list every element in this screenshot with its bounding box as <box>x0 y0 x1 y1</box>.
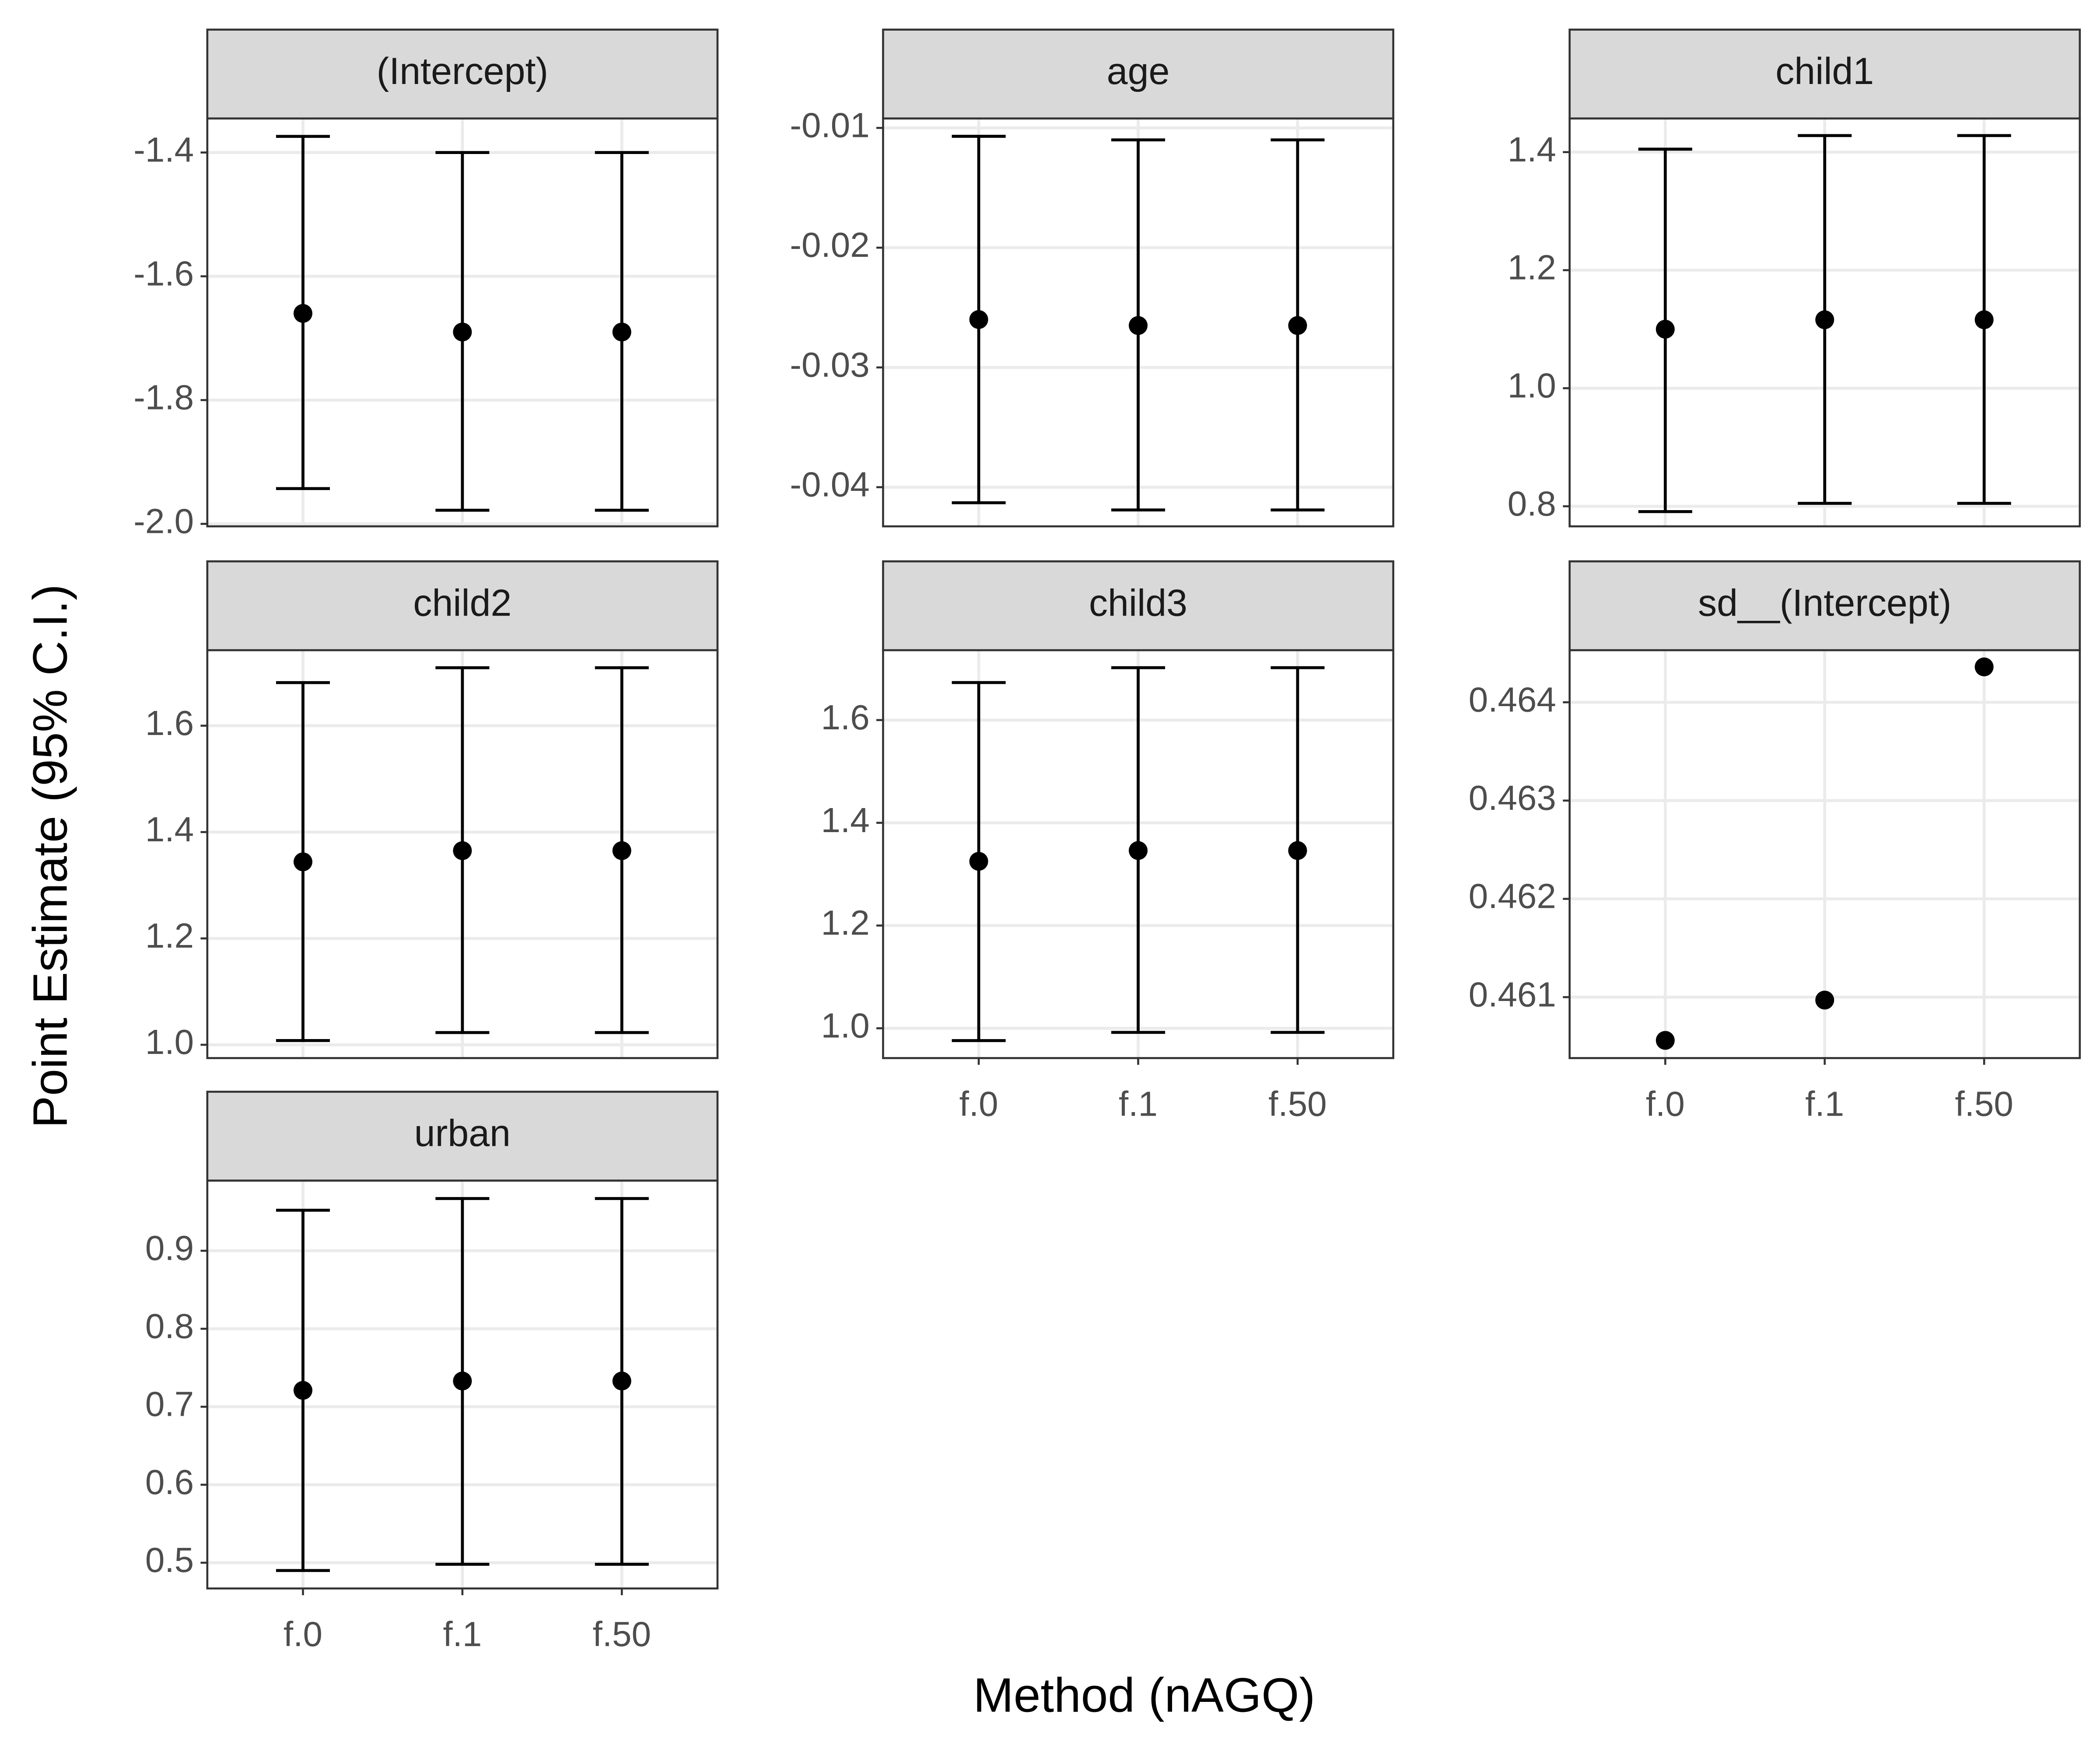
point <box>612 841 631 860</box>
y-tick-label: 1.0 <box>821 1006 869 1045</box>
y-tick-label: -0.04 <box>790 465 869 504</box>
x-tick-label: f.0 <box>284 1615 322 1654</box>
point <box>1815 310 1834 329</box>
y-tick-label: -0.02 <box>790 225 869 264</box>
y-tick-label: 1.4 <box>1508 130 1556 169</box>
point <box>612 1372 631 1391</box>
y-tick-label: 0.6 <box>145 1463 194 1502</box>
point <box>293 304 313 323</box>
x-tick-label: f.0 <box>959 1084 998 1123</box>
y-tick-label: 1.2 <box>821 903 869 942</box>
strip <box>206 28 719 120</box>
strip-title: child3 <box>1089 582 1187 624</box>
y-tick-label: 0.462 <box>1469 877 1556 916</box>
strip-title: age <box>1107 50 1170 92</box>
x-tick-label: f.1 <box>1805 1084 1844 1123</box>
y-tick-label: 1.2 <box>145 916 194 955</box>
x-tick-label: f.50 <box>1955 1084 2013 1123</box>
strip-title: child1 <box>1775 50 1874 92</box>
y-tick-label: 1.0 <box>1508 366 1556 405</box>
x-axis-title: Method (nAGQ) <box>973 1668 1316 1722</box>
y-tick-label: 1.4 <box>145 810 194 849</box>
x-tick-label: f.50 <box>593 1615 651 1654</box>
y-tick-label: 1.4 <box>821 801 869 840</box>
strip <box>1568 560 2081 651</box>
x-tick-label: f.50 <box>1268 1084 1326 1123</box>
x-tick-label: f.1 <box>443 1615 482 1654</box>
y-tick-label: 0.8 <box>145 1306 194 1345</box>
point <box>293 1381 313 1400</box>
strip <box>206 1091 719 1182</box>
point <box>1815 990 1834 1010</box>
y-tick-label: 1.6 <box>821 698 869 737</box>
y-tick-label: 0.464 <box>1469 680 1556 719</box>
x-tick-label: f.0 <box>1646 1084 1685 1123</box>
point <box>1974 657 1994 676</box>
point <box>293 852 313 872</box>
point <box>1656 1031 1675 1050</box>
y-tick-label: 0.463 <box>1469 778 1556 817</box>
point <box>969 310 988 329</box>
strip-title: child2 <box>413 582 511 624</box>
strip <box>1568 28 2081 120</box>
point <box>969 852 988 871</box>
strip-title: sd__(Intercept) <box>1698 582 1951 624</box>
y-tick-label: 0.8 <box>1508 484 1556 523</box>
x-tick-label: f.1 <box>1119 1084 1158 1123</box>
y-tick-label: -2.0 <box>133 502 194 541</box>
y-tick-label: -0.01 <box>790 106 869 145</box>
y-tick-label: 0.461 <box>1469 975 1556 1014</box>
point <box>453 322 472 342</box>
y-tick-label: 1.6 <box>145 704 194 742</box>
y-tick-label: -0.03 <box>790 345 869 384</box>
y-tick-label: 0.5 <box>145 1540 194 1579</box>
y-tick-label: -1.6 <box>133 254 194 293</box>
point <box>453 841 472 860</box>
point <box>612 322 631 342</box>
y-tick-label: 1.0 <box>145 1022 194 1061</box>
strip-title: urban <box>414 1113 511 1155</box>
point <box>1129 841 1148 860</box>
y-tick-label: 0.9 <box>145 1228 194 1267</box>
point <box>1288 841 1307 860</box>
y-tick-label: -1.4 <box>133 130 194 169</box>
strip-title: (Intercept) <box>377 50 549 92</box>
strip <box>882 560 1394 651</box>
y-tick-label: -1.8 <box>133 378 194 417</box>
y-tick-label: 1.2 <box>1508 248 1556 287</box>
point <box>1288 316 1307 335</box>
point <box>1129 316 1148 335</box>
y-axis-title: Point Estimate (95% C.I.) <box>23 584 77 1128</box>
point <box>1656 319 1675 339</box>
strip <box>206 560 719 651</box>
y-tick-label: 0.7 <box>145 1385 194 1424</box>
strip <box>882 28 1394 120</box>
point <box>1974 310 1994 329</box>
point <box>453 1372 472 1391</box>
